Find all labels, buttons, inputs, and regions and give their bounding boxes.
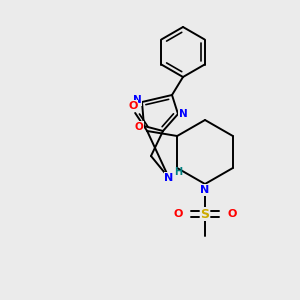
Text: S: S	[200, 208, 209, 220]
Text: N: N	[133, 95, 141, 105]
Text: O: O	[135, 122, 143, 132]
Text: N: N	[200, 185, 210, 195]
Text: O: O	[173, 209, 183, 219]
Text: N: N	[178, 109, 188, 119]
Text: H: H	[174, 167, 182, 177]
Text: O: O	[227, 209, 237, 219]
Text: O: O	[128, 101, 138, 111]
Text: N: N	[164, 173, 174, 183]
